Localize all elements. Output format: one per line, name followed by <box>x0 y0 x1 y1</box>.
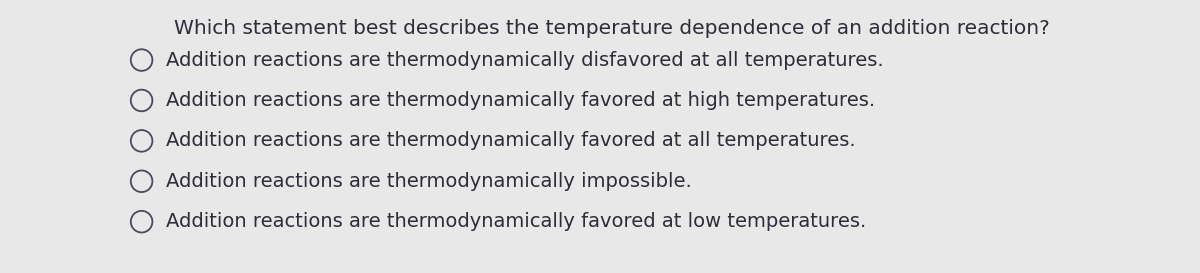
Text: Which statement best describes the temperature dependence of an addition reactio: Which statement best describes the tempe… <box>174 19 1050 38</box>
Text: Addition reactions are thermodynamically favored at all temperatures.: Addition reactions are thermodynamically… <box>166 131 856 150</box>
Text: Addition reactions are thermodynamically favored at high temperatures.: Addition reactions are thermodynamically… <box>166 91 875 110</box>
Text: Addition reactions are thermodynamically favored at low temperatures.: Addition reactions are thermodynamically… <box>166 212 866 231</box>
Text: Addition reactions are thermodynamically impossible.: Addition reactions are thermodynamically… <box>166 172 691 191</box>
Text: Addition reactions are thermodynamically disfavored at all temperatures.: Addition reactions are thermodynamically… <box>166 51 883 70</box>
